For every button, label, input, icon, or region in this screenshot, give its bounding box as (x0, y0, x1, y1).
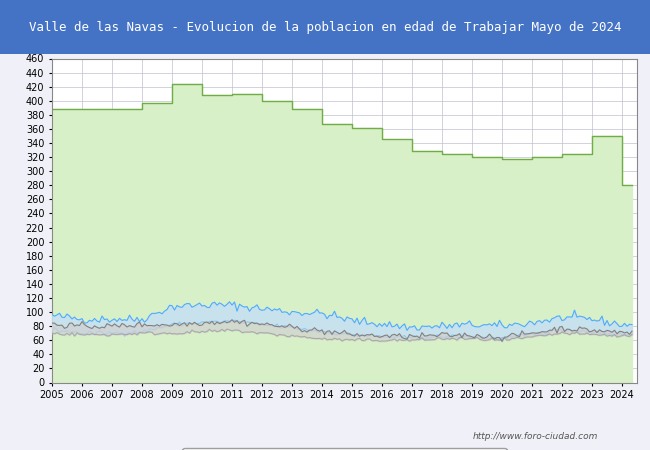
Legend: Ocupados, Parados, Hab. entre 16-64: Ocupados, Parados, Hab. entre 16-64 (182, 448, 507, 450)
Text: http://www.foro-ciudad.com: http://www.foro-ciudad.com (473, 432, 598, 441)
Text: Valle de las Navas - Evolucion de la poblacion en edad de Trabajar Mayo de 2024: Valle de las Navas - Evolucion de la pob… (29, 21, 621, 33)
